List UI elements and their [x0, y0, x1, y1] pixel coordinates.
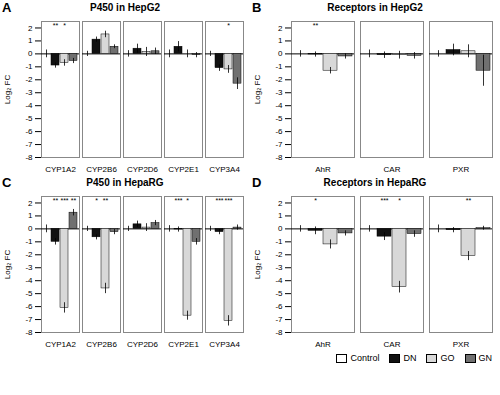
svg-text:*: * [186, 197, 189, 204]
svg-text:Log₂ FC: Log₂ FC [253, 75, 262, 105]
svg-text:-2: -2 [275, 75, 283, 84]
svg-text:0: 0 [278, 224, 283, 233]
svg-text:Log₂ FC: Log₂ FC [3, 75, 12, 105]
html-text:D: D [252, 175, 262, 190]
html-text:P450 in HepG2: P450 in HepG2 [90, 2, 160, 13]
svg-text:CAR: CAR [384, 340, 401, 349]
svg-text:2: 2 [278, 24, 283, 33]
svg-text:Log₂ FC: Log₂ FC [253, 250, 262, 280]
svg-text:***: *** [174, 197, 182, 204]
svg-text:-4: -4 [275, 101, 283, 110]
svg-text:*: * [314, 197, 317, 204]
svg-text:-8: -8 [25, 153, 33, 162]
svg-text:CYP2E1: CYP2E1 [168, 340, 199, 349]
svg-text:***: *** [380, 197, 388, 204]
svg-text:-1: -1 [25, 237, 33, 246]
svg-text:CYP3A4: CYP3A4 [209, 340, 240, 349]
html-text:Control: Control [350, 353, 380, 363]
html-text:Receptors in HepaRG: Receptors in HepaRG [323, 177, 427, 188]
svg-text:0: 0 [28, 224, 33, 233]
svg-text:*: * [63, 22, 66, 29]
svg-text:***: *** [60, 197, 68, 204]
svg-text:CYP2D6: CYP2D6 [127, 165, 159, 174]
svg-text:-1: -1 [25, 62, 33, 71]
svg-text:1: 1 [278, 211, 283, 220]
svg-text:-2: -2 [25, 75, 33, 84]
svg-text:1: 1 [28, 36, 33, 45]
svg-text:**: ** [103, 197, 109, 204]
svg-text:2: 2 [28, 199, 33, 208]
svg-text:-8: -8 [275, 153, 283, 162]
svg-text:-3: -3 [275, 88, 283, 97]
svg-text:-7: -7 [275, 315, 283, 324]
svg-text:*: * [227, 22, 230, 29]
html-text:C: C [2, 175, 12, 190]
svg-text:0: 0 [278, 49, 283, 58]
svg-text:-7: -7 [25, 315, 33, 324]
svg-text:CYP3A4: CYP3A4 [209, 165, 240, 174]
svg-text:2: 2 [28, 24, 33, 33]
svg-text:***: *** [215, 197, 223, 204]
svg-text:-1: -1 [275, 237, 283, 246]
svg-text:1: 1 [28, 211, 33, 220]
svg-text:-4: -4 [25, 101, 33, 110]
svg-text:-2: -2 [275, 250, 283, 259]
svg-text:-7: -7 [25, 140, 33, 149]
html-text:GN: GN [478, 353, 492, 363]
svg-text:CYP2B6: CYP2B6 [86, 340, 117, 349]
svg-text:AhR: AhR [315, 165, 331, 174]
svg-text:0: 0 [28, 49, 33, 58]
svg-text:-5: -5 [25, 289, 33, 298]
svg-text:AhR: AhR [315, 340, 331, 349]
svg-text:Log₂ FC: Log₂ FC [3, 250, 12, 280]
svg-text:CYP2D6: CYP2D6 [127, 340, 159, 349]
svg-text:-6: -6 [275, 302, 283, 311]
svg-text:PXR: PXR [453, 165, 470, 174]
svg-text:-1: -1 [275, 62, 283, 71]
svg-text:*: * [398, 197, 401, 204]
svg-text:-2: -2 [25, 250, 33, 259]
svg-text:-3: -3 [25, 263, 33, 272]
svg-text:CAR: CAR [384, 165, 401, 174]
svg-text:**: ** [53, 197, 59, 204]
svg-text:-5: -5 [275, 114, 283, 123]
svg-text:*: * [95, 197, 98, 204]
svg-text:-4: -4 [275, 276, 283, 285]
svg-text:**: ** [313, 22, 319, 29]
svg-text:-8: -8 [275, 328, 283, 337]
svg-text:-6: -6 [275, 127, 283, 136]
svg-text:-5: -5 [25, 114, 33, 123]
svg-text:CYP1A2: CYP1A2 [45, 165, 76, 174]
svg-text:-7: -7 [275, 140, 283, 149]
svg-text:**: ** [53, 22, 59, 29]
svg-text:-3: -3 [275, 263, 283, 272]
svg-text:PXR: PXR [453, 340, 470, 349]
html-text:P450 in HepaRG: P450 in HepaRG [86, 177, 164, 188]
svg-text:-8: -8 [25, 328, 33, 337]
svg-text:1: 1 [278, 36, 283, 45]
svg-text:**: ** [71, 197, 77, 204]
svg-text:2: 2 [278, 199, 283, 208]
svg-text:CYP2E1: CYP2E1 [168, 165, 199, 174]
svg-text:CYP1A2: CYP1A2 [45, 340, 76, 349]
svg-text:-6: -6 [25, 302, 33, 311]
svg-text:CYP2B6: CYP2B6 [86, 165, 117, 174]
svg-text:-4: -4 [25, 276, 33, 285]
svg-text:-3: -3 [25, 88, 33, 97]
html-text:Receptors in HepG2: Receptors in HepG2 [327, 2, 423, 13]
svg-text:**: ** [466, 197, 472, 204]
html-text:B: B [252, 0, 262, 15]
svg-text:***: *** [224, 197, 232, 204]
html-text:A: A [2, 0, 12, 15]
html-text:DN: DN [403, 353, 417, 363]
svg-text:-6: -6 [25, 127, 33, 136]
svg-text:-5: -5 [275, 289, 283, 298]
html-text:GO: GO [440, 353, 455, 363]
